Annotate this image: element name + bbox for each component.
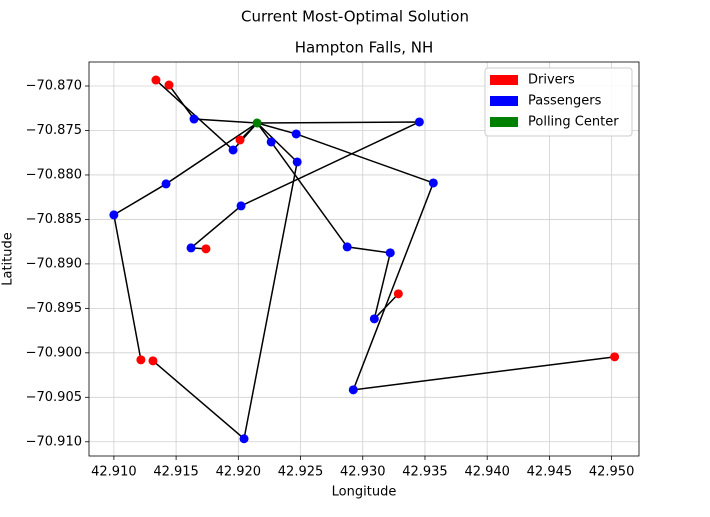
legend-label: Polling Center: [528, 115, 619, 130]
x-tick-label: 42.945: [527, 465, 573, 480]
point: [610, 352, 620, 362]
point: [189, 114, 199, 124]
y-tick-label: −70.870: [26, 79, 82, 94]
point: [148, 356, 158, 366]
plot-frame: [88, 61, 640, 457]
point: [385, 248, 395, 258]
legend-label: Passengers: [528, 94, 602, 109]
point: [151, 75, 161, 85]
y-tick-label: −70.900: [26, 345, 82, 360]
x-tick-label: 42.915: [153, 465, 199, 480]
point: [428, 178, 438, 188]
point: [239, 434, 249, 444]
point: [414, 117, 424, 127]
x-tick-label: 42.950: [589, 465, 635, 480]
point: [291, 129, 301, 139]
x-tick-label: 42.935: [402, 465, 448, 480]
legend-box: [484, 67, 633, 137]
y-tick-label: −70.885: [26, 212, 82, 227]
x-tick-label: 42.920: [216, 465, 262, 480]
y-axis-label: Latitude: [1, 232, 16, 286]
point: [369, 314, 379, 324]
point: [252, 118, 262, 128]
chart-title: Current Most-Optimal Solution: [241, 8, 469, 26]
legend-swatch: [490, 117, 518, 127]
route-line: [152, 122, 298, 441]
y-tick-label: −70.890: [26, 256, 82, 271]
x-tick-label: 42.910: [91, 465, 137, 480]
point: [186, 243, 196, 253]
y-tick-label: −70.895: [26, 301, 82, 316]
y-tick-label: −70.910: [26, 434, 82, 449]
y-tick-label: −70.905: [26, 390, 82, 405]
y-tick-label: −70.880: [26, 167, 82, 182]
x-tick-label: 42.930: [340, 465, 386, 480]
point: [236, 201, 246, 211]
route-line: [113, 122, 258, 360]
point: [161, 179, 171, 189]
point: [136, 355, 146, 365]
x-tick-label: 42.940: [464, 465, 510, 480]
point: [292, 157, 302, 167]
point: [235, 135, 245, 145]
chart-subtitle: Hampton Falls, NH: [295, 39, 434, 57]
point: [109, 210, 119, 220]
point: [266, 137, 276, 147]
point: [348, 385, 358, 395]
point: [228, 145, 238, 155]
point: [393, 289, 403, 299]
point: [342, 242, 352, 252]
y-tick-label: −70.875: [26, 123, 82, 138]
legend-label: Drivers: [528, 73, 575, 88]
point: [201, 244, 211, 254]
x-tick-label: 42.925: [278, 465, 324, 480]
x-axis-label: Longitude: [332, 485, 397, 500]
legend-swatch: [490, 75, 518, 85]
legend-swatch: [490, 96, 518, 106]
point: [164, 80, 174, 90]
